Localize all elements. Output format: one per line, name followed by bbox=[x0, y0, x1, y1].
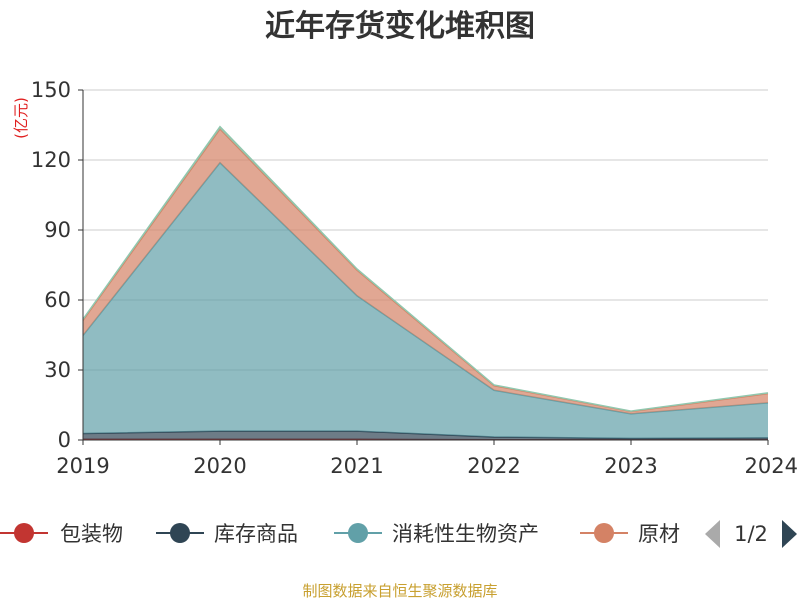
x-tick-label-2: 2021 bbox=[330, 454, 383, 478]
area-series bbox=[82, 125, 769, 441]
x-tick-label-0: 2019 bbox=[56, 454, 109, 478]
x-tick-label-3: 2022 bbox=[467, 454, 520, 478]
area-2 bbox=[83, 162, 768, 439]
legend: 包装物 库存商品 消耗性生物资产 原材 1/2 bbox=[0, 505, 797, 555]
y-tick-label-2: 60 bbox=[44, 288, 71, 312]
legend-prev-arrow-icon[interactable] bbox=[705, 520, 720, 548]
legend-clip-mask bbox=[684, 505, 704, 555]
y-tick-label-5: 150 bbox=[31, 78, 71, 102]
legend-label-3: 原材 bbox=[638, 522, 680, 546]
y-tick-label-4: 120 bbox=[31, 148, 71, 172]
legend-label-0: 包装物 bbox=[60, 522, 123, 546]
y-tick-label-1: 30 bbox=[44, 358, 71, 382]
y-axis-unit: (亿元) bbox=[12, 97, 30, 139]
x-tick-label-5: 2024 bbox=[745, 454, 798, 478]
x-tick-label-4: 2023 bbox=[604, 454, 657, 478]
legend-label-2: 消耗性生物资产 bbox=[392, 522, 539, 546]
source-note: 制图数据来自恒生聚源数据库 bbox=[302, 582, 497, 600]
area-line-4 bbox=[82, 125, 769, 412]
chart-title: 近年存货变化堆积图 bbox=[265, 9, 535, 44]
legend-label-1: 库存商品 bbox=[214, 522, 298, 546]
legend-item-3[interactable]: 原材 bbox=[580, 522, 680, 546]
y-tick-label-3: 90 bbox=[44, 218, 71, 242]
y-tick-label-0: 0 bbox=[58, 428, 71, 452]
legend-item-2[interactable]: 消耗性生物资产 bbox=[334, 522, 539, 546]
y-axis-ticks: 0 30 60 90 120 150 bbox=[31, 78, 83, 452]
x-axis-ticks: 2019 2020 2021 2022 2023 2024 bbox=[56, 440, 798, 478]
legend-page-indicator: 1/2 bbox=[734, 522, 768, 546]
legend-item-1[interactable]: 库存商品 bbox=[156, 522, 298, 546]
area-1 bbox=[83, 431, 768, 440]
legend-item-0[interactable]: 包装物 bbox=[0, 522, 123, 546]
legend-next-arrow-icon[interactable] bbox=[782, 520, 797, 548]
x-tick-label-1: 2020 bbox=[193, 454, 246, 478]
